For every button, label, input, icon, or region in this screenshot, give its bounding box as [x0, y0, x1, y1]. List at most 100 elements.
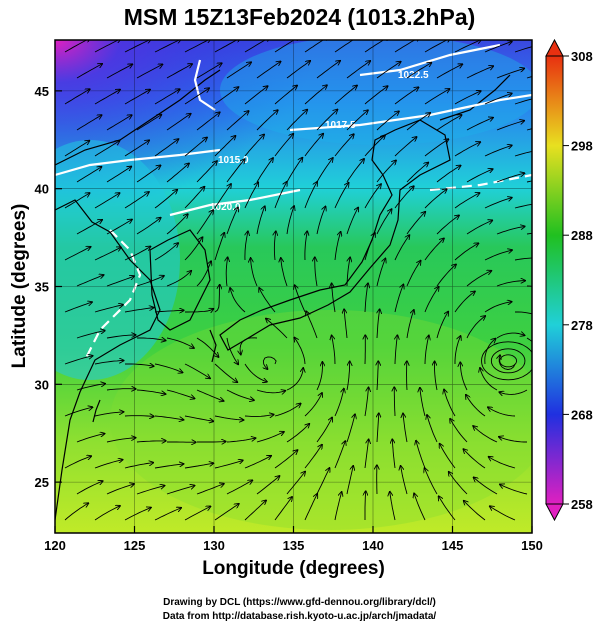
streamline: [244, 500, 266, 521]
streamline: [346, 208, 358, 235]
streamline: [286, 110, 307, 131]
streamline: [226, 480, 252, 495]
credit-data: Data from http://database.rish.kyoto-u.a…: [162, 611, 437, 622]
colorbar-tick-label: 258: [571, 497, 593, 512]
streamline: [226, 62, 251, 79]
manchuria-coast: [55, 69, 221, 166]
streamline: [214, 136, 236, 157]
streamline: [256, 390, 285, 393]
streamline: [454, 91, 481, 105]
streamline: [304, 182, 317, 209]
streamline: [436, 115, 462, 131]
streamline: [136, 486, 165, 495]
streamline: [390, 492, 396, 521]
streamline: [346, 414, 355, 443]
streamline: [304, 40, 329, 53]
streamline: [214, 460, 243, 469]
streamline: [154, 363, 183, 373]
streamline: [346, 257, 350, 287]
streamline: [334, 232, 341, 261]
lon-tick-label: 135: [283, 538, 305, 553]
streamline: [106, 484, 134, 495]
colorbar-tick-label: 268: [571, 407, 593, 422]
streamline: [454, 291, 475, 313]
streamline: [334, 492, 342, 521]
streamline: [196, 261, 211, 287]
isobar-label: 1015.0: [218, 155, 249, 166]
streamline: [526, 337, 532, 343]
streamline: [266, 319, 288, 339]
streamline: [94, 305, 123, 313]
streamline: [440, 444, 456, 469]
streamline: [346, 361, 350, 391]
streamline: [514, 257, 532, 261]
streamline: [106, 389, 136, 390]
vortex-ring: [499, 354, 517, 368]
streamline: [394, 40, 420, 53]
lat-lon-grid: [55, 40, 532, 533]
streamline: [274, 231, 275, 261]
streamline: [244, 86, 268, 105]
lat-tick-label: 45: [35, 84, 49, 99]
streamline: [286, 61, 310, 79]
isobars: [55, 43, 532, 361]
streamline: [125, 364, 154, 366]
streamline: [496, 333, 525, 339]
streamline: [304, 393, 322, 417]
streamline: [316, 207, 326, 235]
streamline: [106, 438, 136, 443]
lat-tick-label: 40: [35, 182, 49, 197]
streamline: [136, 441, 166, 442]
streamline: [166, 337, 194, 348]
streamline: [394, 285, 403, 313]
streamline: [406, 63, 431, 79]
streamline: [196, 484, 224, 495]
streamline: [484, 250, 512, 261]
streamline: [286, 424, 309, 443]
streamline: [76, 434, 105, 443]
streamline: [124, 416, 154, 417]
streamline: [214, 87, 238, 105]
streamline: [334, 40, 359, 53]
streamline: [295, 285, 306, 313]
streamline: [166, 114, 191, 131]
streamline: [274, 182, 287, 209]
streamline: [286, 206, 294, 235]
x-axis-label: Longitude (degrees): [202, 558, 385, 579]
streamline: [94, 90, 120, 105]
streamline: [244, 135, 264, 157]
streamline: [256, 110, 278, 131]
streamline: [94, 412, 124, 417]
kyushu-coast: [209, 329, 217, 363]
streamline: [466, 395, 486, 417]
streamline: [414, 493, 426, 521]
streamline: [496, 226, 525, 235]
streamline: [196, 389, 224, 401]
streamline: [514, 98, 532, 105]
isobar-1020: [169, 188, 301, 217]
streamline: [196, 161, 217, 183]
streamline: [154, 310, 184, 312]
streamline: [420, 388, 426, 417]
streamline: [406, 212, 425, 235]
lon-tick-label: 150: [521, 538, 543, 553]
streamline: [106, 64, 132, 79]
streamline: [449, 472, 468, 495]
streamline: [403, 414, 408, 443]
streamline: [406, 310, 414, 339]
streamline: [406, 261, 421, 287]
streamline: [124, 140, 149, 157]
streamline: [424, 89, 450, 105]
streamline: [94, 506, 120, 521]
streamline: [244, 415, 274, 417]
streamline: [484, 93, 512, 105]
streamline: [94, 361, 124, 365]
streamline: [226, 159, 245, 183]
colorbar-tick-label: 288: [571, 228, 593, 243]
streamline: [454, 40, 481, 53]
lon-tick-label: 130: [203, 538, 225, 553]
streamline: [106, 167, 131, 183]
streamline: [463, 449, 486, 469]
streamline: [136, 218, 161, 235]
isobar-west: [84, 229, 142, 361]
